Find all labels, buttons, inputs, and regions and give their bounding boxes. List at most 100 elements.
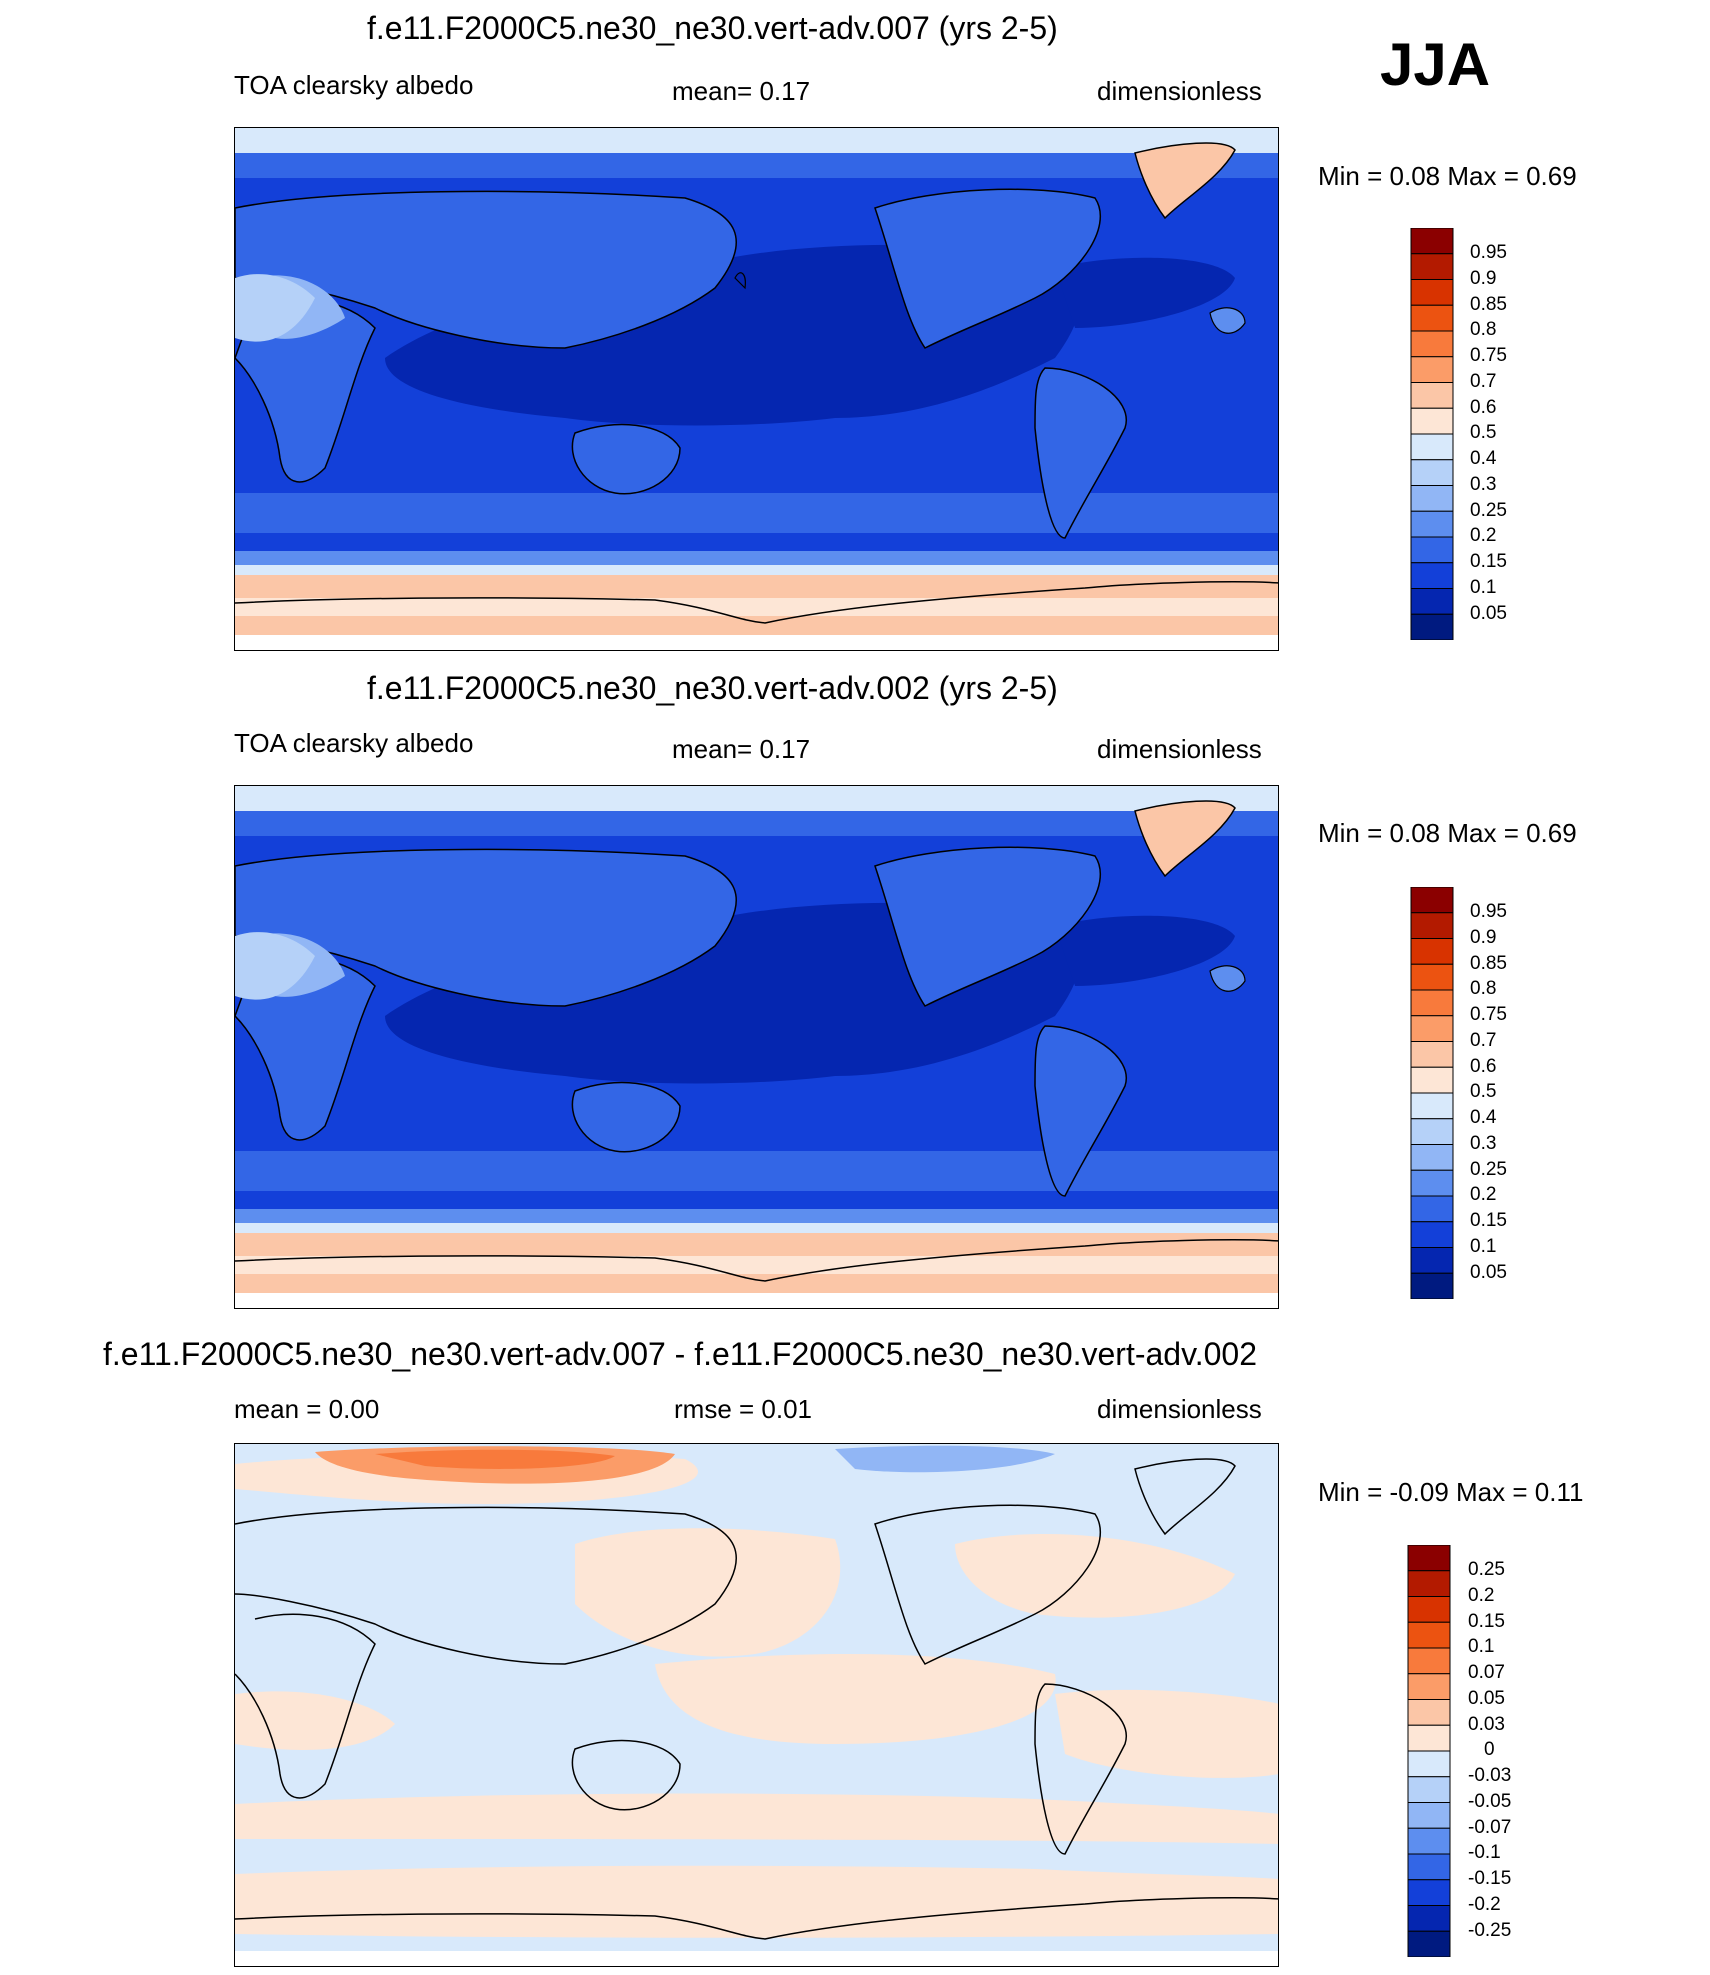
colorbar-label: 0.1 xyxy=(1468,1636,1495,1657)
colorbar-label: 0.15 xyxy=(1470,1210,1507,1231)
colorbar-swatch xyxy=(1407,1879,1451,1906)
panel-1-map-graphic xyxy=(235,128,1278,650)
colorbar-swatch xyxy=(1407,1621,1451,1649)
colorbar-swatch xyxy=(1410,485,1454,512)
colorbar-label: -0.03 xyxy=(1468,1765,1512,1786)
panel-2-map xyxy=(234,785,1279,1309)
panel-3-colorbar-graphic xyxy=(1407,1544,1451,1958)
colorbar-swatch xyxy=(1410,912,1454,939)
colorbar-label: -0.1 xyxy=(1468,1842,1501,1863)
panel-1-units-label: dimensionless xyxy=(1097,76,1262,106)
colorbar-label: 0.05 xyxy=(1470,1262,1507,1283)
colorbar-label: 0.7 xyxy=(1470,1030,1497,1051)
colorbar-swatch xyxy=(1407,1699,1451,1726)
colorbar-label: -0.07 xyxy=(1468,1817,1512,1838)
colorbar-swatch xyxy=(1410,1041,1454,1068)
colorbar-swatch xyxy=(1410,1195,1454,1223)
panel-3-units-label: dimensionless xyxy=(1097,1394,1262,1424)
colorbar-label: 0.3 xyxy=(1470,1133,1497,1154)
colorbar-label: 0.9 xyxy=(1470,268,1497,289)
colorbar-swatch xyxy=(1407,1544,1451,1572)
colorbar-swatch xyxy=(1410,1247,1454,1274)
panel-3-colorbar xyxy=(1407,1544,1451,1962)
colorbar-swatch xyxy=(1410,938,1454,965)
colorbar-swatch xyxy=(1410,510,1454,538)
colorbar-swatch xyxy=(1410,588,1454,615)
panel-3-map xyxy=(234,1443,1279,1967)
colorbar-label: 0.75 xyxy=(1470,1004,1507,1025)
colorbar-label: 0.95 xyxy=(1470,242,1507,263)
colorbar-swatch xyxy=(1410,304,1454,332)
colorbar-label: 0.07 xyxy=(1468,1662,1505,1683)
colorbar-label: 0.25 xyxy=(1470,1159,1507,1180)
colorbar-swatch xyxy=(1410,536,1454,564)
colorbar-label: 0.9 xyxy=(1470,927,1497,948)
colorbar-label: 0.05 xyxy=(1470,603,1507,624)
colorbar-label: 0.8 xyxy=(1470,978,1497,999)
colorbar-swatch xyxy=(1410,1221,1454,1248)
panel-2-variable-label: TOA clearsky albedo xyxy=(234,728,474,758)
panel-3-map-graphic xyxy=(235,1444,1278,1966)
colorbar-swatch xyxy=(1407,1802,1451,1829)
colorbar-label: 0.3 xyxy=(1470,474,1497,495)
colorbar-swatch xyxy=(1410,1092,1454,1120)
colorbar-label: 0.4 xyxy=(1470,448,1497,469)
colorbar-label: 0.05 xyxy=(1468,1688,1505,1709)
colorbar-label: -0.15 xyxy=(1468,1868,1512,1889)
panel-1-title: f.e11.F2000C5.ne30_ne30.vert-adv.007 (yr… xyxy=(367,10,1058,46)
colorbar-label: 0.85 xyxy=(1470,294,1507,315)
colorbar-label: 0.6 xyxy=(1470,1056,1497,1077)
colorbar-swatch xyxy=(1410,989,1454,1017)
colorbar-swatch xyxy=(1407,1750,1451,1778)
panel-2-units-label: dimensionless xyxy=(1097,734,1262,764)
colorbar-label: 0.03 xyxy=(1468,1714,1505,1735)
colorbar-label: 0.4 xyxy=(1470,1107,1497,1128)
colorbar-label: 0 xyxy=(1484,1739,1495,1760)
panel-3-minmax-label: Min = -0.09 Max = 0.11 xyxy=(1318,1477,1584,1507)
colorbar-swatch xyxy=(1407,1930,1451,1958)
panel-2-title: f.e11.F2000C5.ne30_ne30.vert-adv.002 (yr… xyxy=(367,670,1058,706)
colorbar-label: -0.2 xyxy=(1468,1894,1501,1915)
colorbar-label: -0.05 xyxy=(1468,1791,1512,1812)
colorbar-swatch xyxy=(1410,1144,1454,1171)
colorbar-swatch xyxy=(1407,1724,1451,1752)
colorbar-swatch xyxy=(1407,1827,1451,1855)
colorbar-label: 0.2 xyxy=(1470,525,1497,546)
colorbar-label: 0.6 xyxy=(1470,397,1497,418)
colorbar-swatch xyxy=(1410,433,1454,461)
panel-2-colorbar xyxy=(1410,886,1454,1304)
panel-3-rmse-label: rmse = 0.01 xyxy=(674,1394,813,1424)
colorbar-swatch xyxy=(1410,1066,1454,1094)
panel-2-map-graphic xyxy=(235,786,1278,1308)
colorbar-label: 0.5 xyxy=(1470,1081,1497,1102)
colorbar-label: -0.25 xyxy=(1468,1920,1512,1941)
panel-3-title: f.e11.F2000C5.ne30_ne30.vert-adv.007 - f… xyxy=(103,1336,1257,1372)
colorbar-label: 0.95 xyxy=(1470,901,1507,922)
colorbar-swatch xyxy=(1410,253,1454,280)
colorbar-swatch xyxy=(1410,279,1454,306)
colorbar-swatch xyxy=(1407,1776,1451,1803)
colorbar-swatch xyxy=(1407,1596,1451,1623)
colorbar-swatch xyxy=(1410,1272,1454,1300)
colorbar-swatch xyxy=(1410,382,1454,409)
panel-1-mean-label: mean= 0.17 xyxy=(672,76,811,106)
colorbar-label: 0.25 xyxy=(1468,1559,1505,1580)
panel-1-colorbar-graphic xyxy=(1410,227,1454,641)
colorbar-swatch xyxy=(1410,227,1454,255)
colorbar-label: 0.15 xyxy=(1470,551,1507,572)
colorbar-swatch xyxy=(1410,407,1454,435)
colorbar-label: 0.1 xyxy=(1470,1236,1497,1257)
panel-1-colorbar xyxy=(1410,227,1454,645)
colorbar-label: 0.2 xyxy=(1468,1585,1495,1606)
colorbar-swatch xyxy=(1410,1118,1454,1145)
colorbar-swatch xyxy=(1407,1853,1451,1881)
colorbar-swatch xyxy=(1410,562,1454,589)
colorbar-label: 0.85 xyxy=(1470,953,1507,974)
colorbar-label: 0.2 xyxy=(1470,1184,1497,1205)
panel-1-variable-label: TOA clearsky albedo xyxy=(234,70,474,100)
colorbar-label: 0.15 xyxy=(1468,1611,1505,1632)
colorbar-label: 0.25 xyxy=(1470,500,1507,521)
colorbar-swatch xyxy=(1407,1905,1451,1932)
colorbar-swatch xyxy=(1410,1015,1454,1042)
colorbar-swatch xyxy=(1407,1673,1451,1700)
